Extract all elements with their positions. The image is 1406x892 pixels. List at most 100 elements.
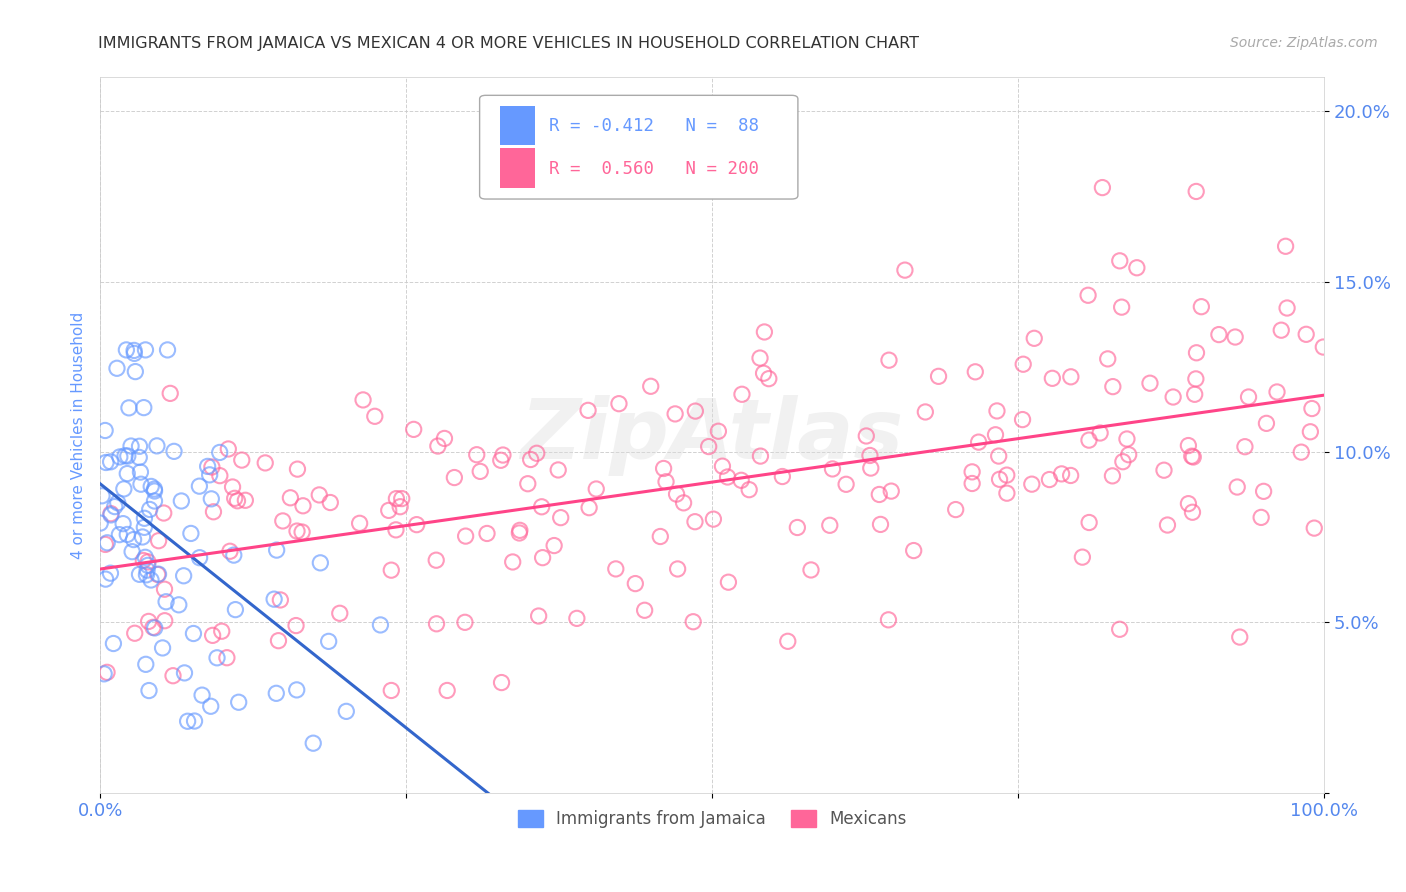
Point: [749, 351, 772, 365]
Point: [285, 618, 308, 632]
Point: [135, 657, 157, 672]
Point: [285, 524, 308, 538]
Point: [655, 475, 678, 489]
Point: [1101, 468, 1123, 483]
Point: [254, 456, 277, 470]
Point: [202, 505, 225, 519]
Point: [1156, 518, 1178, 533]
Point: [380, 683, 402, 698]
Point: [1118, 448, 1140, 462]
Point: [1229, 630, 1251, 644]
Point: [201, 628, 224, 642]
Point: [859, 449, 882, 463]
Text: R = -0.412   N =  88: R = -0.412 N = 88: [550, 117, 759, 135]
Point: [465, 448, 488, 462]
Point: [516, 476, 538, 491]
Point: [1116, 432, 1139, 446]
Point: [633, 603, 655, 617]
FancyBboxPatch shape: [501, 106, 534, 145]
Text: IMMIGRANTS FROM JAMAICA VS MEXICAN 4 OR MORE VEHICLES IN HOUSEHOLD CORRELATION C: IMMIGRANTS FROM JAMAICA VS MEXICAN 4 OR …: [98, 36, 920, 51]
Point: [576, 403, 599, 417]
Point: [585, 482, 607, 496]
Point: [91, 489, 114, 503]
Point: [117, 467, 139, 481]
Point: [685, 404, 707, 418]
Point: [152, 640, 174, 655]
Point: [855, 429, 877, 443]
Point: [115, 343, 138, 357]
Point: [707, 424, 730, 438]
Point: [1177, 439, 1199, 453]
Point: [226, 493, 249, 508]
Point: [155, 595, 177, 609]
Point: [1011, 412, 1033, 426]
Point: [1101, 379, 1123, 393]
Point: [1153, 463, 1175, 477]
Point: [508, 526, 530, 541]
Point: [136, 555, 159, 569]
Text: R =  0.560   N = 200: R = 0.560 N = 200: [550, 161, 759, 178]
Point: [198, 467, 221, 482]
Point: [143, 621, 166, 635]
Point: [100, 508, 122, 522]
Point: [143, 494, 166, 508]
Point: [138, 683, 160, 698]
Point: [139, 573, 162, 587]
Point: [717, 575, 740, 590]
Point: [818, 518, 841, 533]
Point: [391, 491, 413, 506]
Point: [683, 515, 706, 529]
Point: [108, 450, 131, 464]
Point: [547, 463, 569, 477]
Point: [329, 607, 352, 621]
Point: [754, 325, 776, 339]
Point: [1253, 484, 1275, 499]
Point: [986, 404, 1008, 418]
Point: [180, 526, 202, 541]
Point: [135, 567, 157, 582]
Point: [141, 479, 163, 493]
Point: [134, 520, 156, 534]
Point: [1237, 390, 1260, 404]
Point: [377, 503, 399, 517]
Point: [156, 343, 179, 357]
Point: [1275, 301, 1298, 315]
Point: [197, 459, 219, 474]
Point: [271, 514, 294, 528]
Point: [965, 365, 987, 379]
Point: [117, 449, 139, 463]
Point: [1078, 433, 1101, 447]
Point: [121, 544, 143, 558]
Point: [425, 553, 447, 567]
Point: [454, 529, 477, 543]
Point: [1050, 467, 1073, 481]
Point: [868, 487, 890, 501]
Point: [1291, 445, 1313, 459]
Point: [859, 461, 882, 475]
Point: [1112, 455, 1135, 469]
Point: [114, 449, 136, 463]
Point: [1097, 351, 1119, 366]
Point: [605, 562, 627, 576]
Point: [134, 550, 156, 565]
Point: [159, 386, 181, 401]
Point: [1185, 372, 1208, 386]
Point: [1077, 288, 1099, 302]
Point: [1256, 417, 1278, 431]
Point: [100, 455, 122, 469]
Point: [1299, 425, 1322, 439]
Point: [652, 461, 675, 475]
Point: [112, 482, 135, 496]
Point: [93, 666, 115, 681]
Point: [995, 468, 1018, 483]
Point: [94, 424, 117, 438]
Point: [124, 346, 146, 360]
Point: [903, 543, 925, 558]
Point: [200, 491, 222, 506]
Point: [752, 366, 775, 380]
Point: [100, 566, 122, 581]
Point: [405, 517, 427, 532]
Point: [170, 494, 193, 508]
Point: [335, 704, 357, 718]
Point: [1161, 390, 1184, 404]
